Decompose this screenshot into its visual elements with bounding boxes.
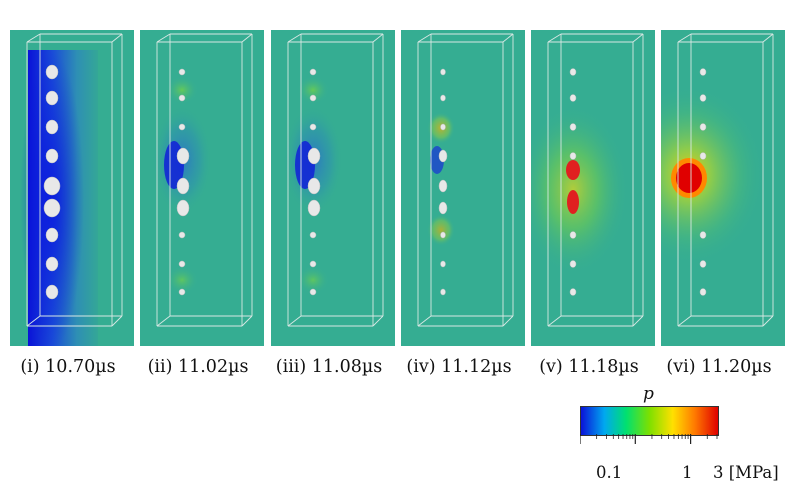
bubble bbox=[45, 284, 59, 300]
bubble bbox=[569, 94, 577, 102]
bubble bbox=[307, 147, 321, 165]
bubble bbox=[440, 68, 446, 76]
bubble bbox=[178, 231, 186, 239]
bubble bbox=[307, 199, 321, 217]
bubble bbox=[45, 90, 59, 106]
panel-2 bbox=[140, 30, 264, 346]
bubble bbox=[43, 198, 61, 218]
high-pressure-core bbox=[566, 160, 580, 180]
low-pressure-core bbox=[20, 50, 84, 346]
domain-wireframe bbox=[287, 33, 384, 327]
bubble bbox=[438, 149, 448, 163]
bubble bbox=[569, 231, 577, 239]
bubble bbox=[43, 176, 61, 196]
bubble bbox=[45, 256, 59, 272]
bubble bbox=[699, 68, 707, 76]
bubble bbox=[309, 231, 317, 239]
panel-render bbox=[283, 33, 384, 327]
panel-render bbox=[20, 33, 123, 346]
domain-wireframe bbox=[677, 33, 774, 327]
domain-wireframe bbox=[156, 33, 253, 327]
bubble bbox=[309, 288, 317, 296]
bubble bbox=[45, 227, 59, 243]
domain-wireframe bbox=[26, 33, 123, 327]
high-pressure-core bbox=[676, 163, 702, 193]
panel-4 bbox=[401, 30, 525, 346]
colorbar-label-min: 0.1 bbox=[596, 463, 623, 482]
bubble bbox=[178, 288, 186, 296]
bubble bbox=[176, 177, 190, 195]
bubble bbox=[440, 288, 446, 296]
panel-render bbox=[417, 33, 514, 327]
bubble bbox=[699, 231, 707, 239]
domain-wireframe bbox=[417, 33, 514, 327]
bubble bbox=[176, 199, 190, 217]
bubble bbox=[178, 94, 186, 102]
pressure-wave bbox=[297, 76, 329, 104]
bubble bbox=[440, 231, 446, 239]
bubble bbox=[309, 68, 317, 76]
panel-caption: (iii) 11.08µs bbox=[275, 357, 383, 377]
bubble bbox=[569, 123, 577, 131]
pressure-wave bbox=[531, 105, 628, 275]
bubble bbox=[699, 288, 707, 296]
high-pressure-core bbox=[567, 190, 579, 214]
colorbar-gradient bbox=[580, 406, 719, 436]
panel-caption: (iv) 11.12µs bbox=[406, 357, 512, 377]
bubble bbox=[569, 260, 577, 268]
bubble bbox=[569, 68, 577, 76]
bubble bbox=[45, 64, 59, 80]
panel-render bbox=[661, 33, 774, 327]
panel-caption: (v) 11.18µs bbox=[539, 357, 639, 377]
bubble bbox=[569, 288, 577, 296]
colorbar-label-mid: 1 bbox=[682, 463, 693, 482]
bubble bbox=[438, 201, 448, 215]
bubble bbox=[440, 94, 446, 102]
pressure-wave bbox=[166, 266, 198, 294]
bubble bbox=[440, 123, 446, 131]
bubble bbox=[45, 148, 59, 164]
panel-caption: (ii) 11.02µs bbox=[147, 357, 249, 377]
bubble bbox=[569, 152, 577, 160]
bubble bbox=[178, 260, 186, 268]
pressure-wave bbox=[427, 214, 455, 246]
bubble bbox=[176, 147, 190, 165]
domain-wireframe bbox=[547, 33, 644, 327]
colorbar-ticks bbox=[580, 434, 718, 444]
bubble bbox=[440, 260, 446, 268]
colorbar-variable: p bbox=[643, 384, 654, 404]
panel-3 bbox=[271, 30, 395, 346]
bubble bbox=[309, 94, 317, 102]
bubble bbox=[438, 179, 448, 193]
bubble bbox=[178, 123, 186, 131]
pressure-wave bbox=[661, 85, 764, 265]
pressure-wave bbox=[166, 76, 198, 104]
panel-caption: (i) 10.70µs bbox=[20, 357, 116, 377]
panel-caption: (vi) 11.20µs bbox=[666, 357, 772, 377]
bubble bbox=[178, 68, 186, 76]
bubble bbox=[309, 123, 317, 131]
bubble bbox=[309, 260, 317, 268]
panel-render bbox=[152, 33, 253, 327]
bubble bbox=[699, 152, 707, 160]
colorbar-label-max: 3 [MPa] bbox=[713, 463, 779, 482]
bubble bbox=[307, 177, 321, 195]
bubble bbox=[699, 260, 707, 268]
panel-5 bbox=[531, 30, 655, 346]
panel-render bbox=[531, 33, 644, 327]
panel-1 bbox=[10, 30, 134, 346]
bubble bbox=[45, 119, 59, 135]
bubble bbox=[699, 123, 707, 131]
bubble bbox=[699, 94, 707, 102]
panel-6 bbox=[661, 30, 785, 346]
pressure-wave bbox=[297, 266, 329, 294]
